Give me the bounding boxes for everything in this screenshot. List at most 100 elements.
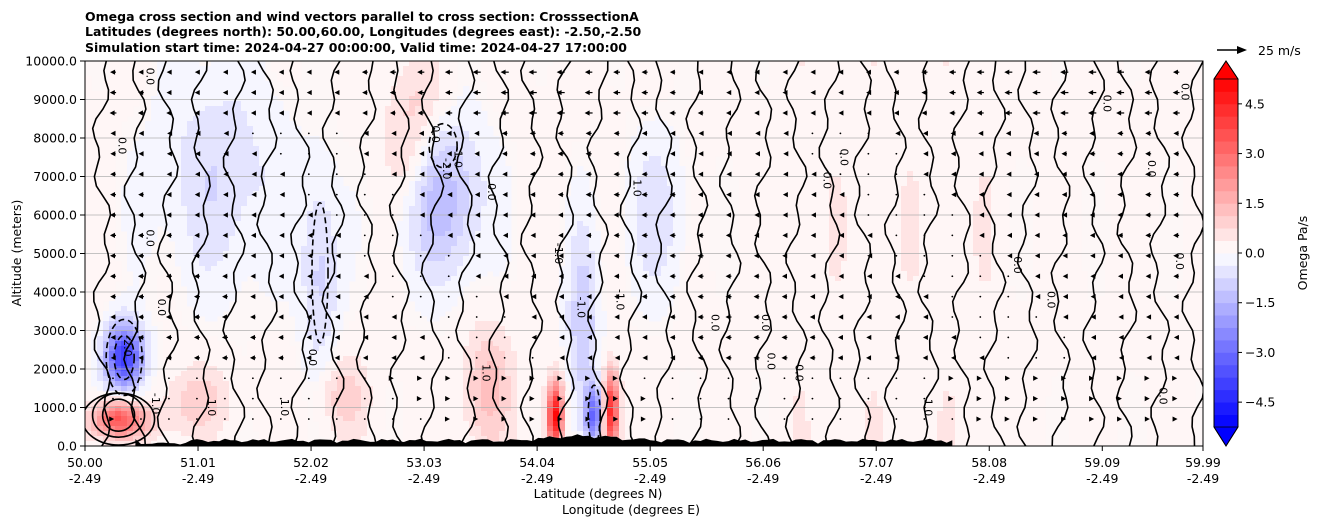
omega-cell bbox=[229, 296, 236, 302]
omega-cell bbox=[307, 241, 314, 247]
omega-cell bbox=[265, 231, 272, 237]
omega-cell bbox=[259, 186, 266, 192]
omega-cell bbox=[193, 271, 200, 277]
omega-cell bbox=[409, 396, 416, 402]
omega-cell bbox=[193, 91, 200, 97]
omega-cell bbox=[157, 281, 164, 287]
omega-cell bbox=[241, 396, 248, 402]
omega-cell bbox=[91, 441, 98, 446]
omega-cell bbox=[415, 121, 422, 127]
omega-cell bbox=[517, 386, 524, 392]
omega-cell bbox=[289, 371, 296, 377]
omega-cell bbox=[247, 201, 254, 207]
omega-cell bbox=[235, 241, 242, 247]
omega-cell bbox=[403, 436, 410, 442]
omega-cell bbox=[283, 216, 290, 222]
omega-cell bbox=[301, 276, 308, 282]
omega-cell bbox=[235, 126, 242, 132]
omega-cell bbox=[109, 346, 116, 352]
omega-cell bbox=[529, 291, 536, 297]
omega-cell bbox=[325, 331, 332, 337]
omega-cell bbox=[145, 326, 152, 332]
omega-cell bbox=[205, 316, 212, 322]
omega-cell bbox=[373, 241, 380, 247]
omega-cell bbox=[295, 151, 302, 157]
omega-cell bbox=[451, 66, 458, 72]
omega-cell bbox=[193, 196, 200, 202]
omega-cell bbox=[385, 81, 392, 87]
omega-cell bbox=[151, 151, 158, 157]
omega-cell bbox=[457, 146, 464, 152]
omega-cell bbox=[367, 261, 374, 267]
omega-cell bbox=[391, 301, 398, 307]
omega-cell bbox=[133, 416, 140, 422]
omega-cell bbox=[217, 291, 224, 297]
omega-cell bbox=[427, 111, 434, 117]
omega-cell bbox=[97, 346, 104, 352]
omega-cell bbox=[217, 101, 224, 107]
omega-cell bbox=[265, 181, 272, 187]
omega-cell bbox=[427, 391, 434, 397]
omega-cell bbox=[235, 136, 242, 142]
omega-cell bbox=[535, 176, 542, 182]
omega-cell bbox=[187, 351, 194, 357]
omega-cell bbox=[529, 286, 536, 292]
omega-cell bbox=[211, 81, 218, 87]
omega-cell bbox=[439, 241, 446, 247]
omega-cell bbox=[271, 116, 278, 122]
omega-cell bbox=[373, 421, 380, 427]
omega-cell bbox=[457, 326, 464, 332]
omega-cell bbox=[157, 416, 164, 422]
omega-cell bbox=[133, 141, 140, 147]
omega-cell bbox=[265, 291, 272, 297]
omega-cell bbox=[169, 436, 176, 442]
omega-cell bbox=[403, 406, 410, 412]
omega-cell bbox=[205, 91, 212, 97]
omega-cell bbox=[469, 271, 476, 277]
omega-cell bbox=[349, 271, 356, 277]
omega-cell bbox=[535, 156, 542, 162]
omega-cell bbox=[205, 106, 212, 112]
omega-cell bbox=[451, 201, 458, 207]
omega-cell bbox=[241, 126, 248, 132]
omega-cell bbox=[85, 111, 92, 117]
omega-cell bbox=[163, 146, 170, 152]
omega-cell bbox=[337, 176, 344, 182]
omega-cell bbox=[373, 256, 380, 262]
omega-cell bbox=[319, 261, 326, 267]
omega-cell bbox=[265, 241, 272, 247]
omega-cell bbox=[241, 106, 248, 112]
omega-cell bbox=[349, 201, 356, 207]
omega-cell bbox=[523, 206, 530, 212]
omega-cell bbox=[187, 371, 194, 377]
omega-cell bbox=[181, 106, 188, 112]
omega-cell bbox=[463, 256, 470, 262]
omega-cell bbox=[409, 186, 416, 192]
omega-cell bbox=[451, 411, 458, 417]
omega-cell bbox=[265, 236, 272, 242]
omega-cell bbox=[181, 186, 188, 192]
omega-cell bbox=[265, 126, 272, 132]
omega-cell bbox=[511, 316, 518, 322]
omega-cell bbox=[319, 226, 326, 232]
omega-cell bbox=[517, 436, 524, 442]
omega-cell bbox=[511, 336, 518, 342]
omega-cell bbox=[319, 161, 326, 167]
omega-cell bbox=[349, 406, 356, 412]
omega-cell bbox=[421, 351, 428, 357]
omega-cell bbox=[253, 391, 260, 397]
omega-cell bbox=[355, 401, 362, 407]
omega-cell bbox=[211, 186, 218, 192]
omega-cell bbox=[439, 106, 446, 112]
omega-cell bbox=[337, 241, 344, 247]
omega-cell bbox=[421, 381, 428, 387]
omega-cell bbox=[235, 116, 242, 122]
omega-cell bbox=[391, 146, 398, 152]
omega-cell bbox=[187, 426, 194, 432]
omega-cell bbox=[109, 291, 116, 297]
omega-cell bbox=[367, 301, 374, 307]
omega-cell bbox=[427, 396, 434, 402]
omega-cell bbox=[493, 61, 500, 67]
omega-cell bbox=[247, 271, 254, 277]
omega-cell bbox=[319, 271, 326, 277]
